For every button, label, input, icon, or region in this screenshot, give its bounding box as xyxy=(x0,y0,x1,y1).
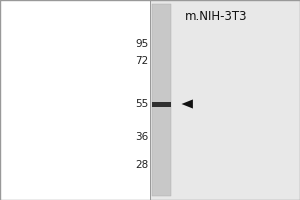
Text: 72: 72 xyxy=(135,56,148,66)
Bar xyxy=(152,4,171,196)
Polygon shape xyxy=(182,99,193,109)
Bar xyxy=(150,0,300,200)
Text: 55: 55 xyxy=(135,99,148,109)
Text: m.NIH-3T3: m.NIH-3T3 xyxy=(185,10,247,23)
Bar xyxy=(150,0,151,200)
Text: 95: 95 xyxy=(135,39,148,49)
Text: 36: 36 xyxy=(135,132,148,142)
Text: 28: 28 xyxy=(135,160,148,170)
Bar xyxy=(152,102,171,106)
